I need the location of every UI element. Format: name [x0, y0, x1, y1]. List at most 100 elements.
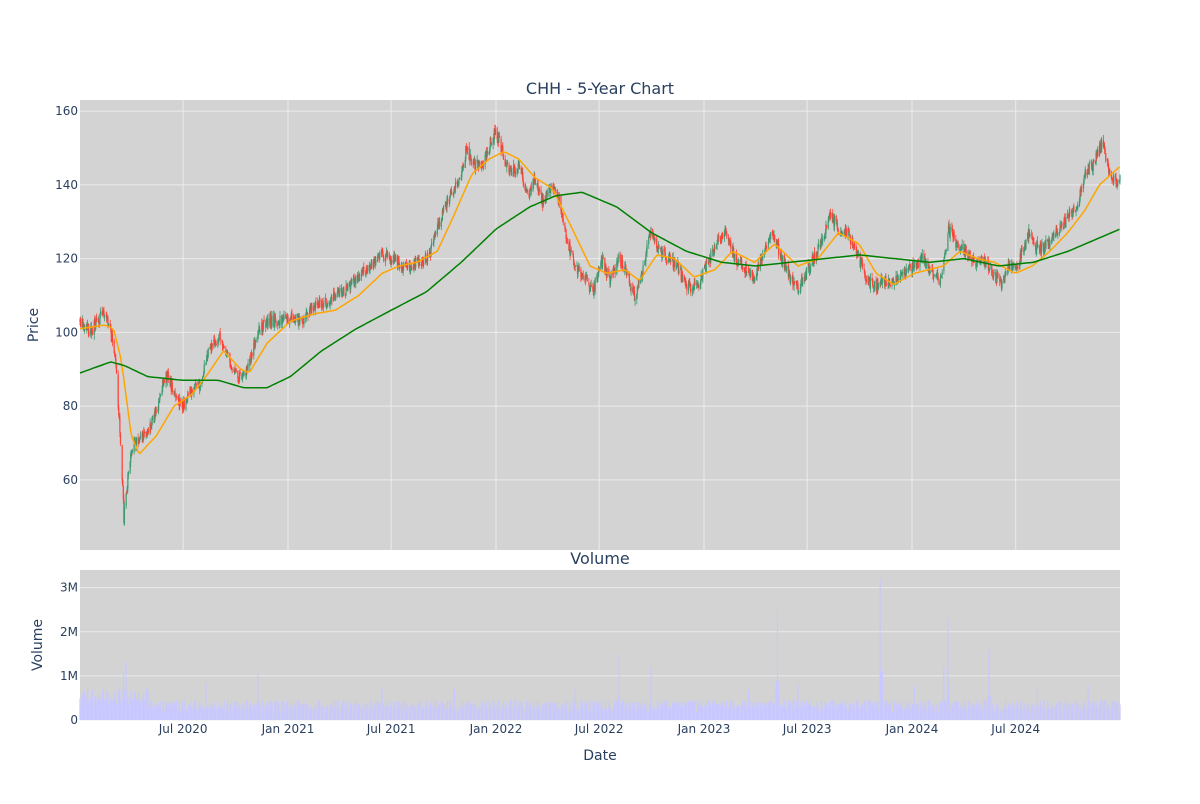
candle-body	[889, 281, 891, 285]
candle-body	[275, 321, 277, 327]
candle-body	[151, 421, 153, 426]
candle-body	[317, 302, 319, 306]
volume-bar	[375, 700, 377, 720]
candle-body	[346, 285, 348, 289]
volume-bar	[790, 702, 792, 720]
candle-body	[369, 266, 371, 271]
candle-body	[151, 415, 153, 421]
price-axis-label: Price	[26, 308, 42, 342]
price-candles	[79, 124, 1121, 526]
volume-bar	[411, 702, 413, 720]
candle-body	[1036, 242, 1038, 250]
candle-body	[259, 329, 261, 331]
volume-bar	[279, 711, 281, 720]
volume-bar	[91, 689, 94, 720]
candle-body	[1025, 239, 1027, 249]
volume-bar	[1056, 702, 1058, 720]
candle-body	[464, 159, 466, 169]
candle-body	[1060, 222, 1062, 225]
volume-bar	[576, 702, 579, 720]
candle-body	[801, 282, 804, 287]
candle-body	[111, 334, 114, 343]
candle-body	[484, 155, 486, 165]
candle-body	[737, 261, 739, 265]
candle-body	[742, 266, 744, 270]
volume-bar	[478, 707, 481, 720]
candle-body	[847, 228, 849, 237]
volume-bar	[1073, 705, 1075, 720]
candle-body	[565, 229, 567, 240]
candle-body	[748, 269, 750, 272]
volume-bar	[175, 700, 177, 720]
volume-bar	[509, 700, 511, 720]
candle-body	[1069, 212, 1071, 214]
candle-body	[809, 265, 812, 272]
candle-body	[434, 232, 436, 238]
candle-body	[727, 237, 730, 242]
candle-body	[1033, 241, 1035, 245]
volume-y-tick-label: 1M	[60, 669, 78, 683]
candle-body	[255, 339, 257, 342]
candle-body	[329, 303, 331, 306]
candle-body	[155, 410, 157, 417]
candle-body	[625, 267, 627, 270]
date-x-tick-label: Jan 2022	[469, 722, 523, 736]
candle-body	[864, 270, 866, 276]
volume-bar	[497, 700, 499, 720]
candle-body	[572, 256, 575, 262]
candle-body	[678, 270, 680, 274]
volume-bar	[1117, 702, 1119, 720]
candle-body	[616, 261, 618, 274]
candle-body	[1104, 149, 1106, 153]
candle-body	[399, 266, 401, 268]
volume-bar	[945, 700, 947, 720]
candle-body	[139, 436, 142, 438]
candle-body	[701, 274, 703, 280]
candle-body	[597, 267, 600, 277]
candle-body	[967, 252, 969, 259]
candle-body	[605, 265, 607, 276]
volume-bar	[993, 711, 995, 720]
candle-body	[441, 210, 444, 221]
candle-body	[980, 258, 982, 264]
candle-body	[750, 270, 752, 277]
volume-bar	[989, 695, 991, 720]
candle-body	[869, 278, 871, 290]
candle-body	[817, 246, 819, 254]
candle-body	[458, 178, 461, 180]
volume-bar	[267, 705, 269, 720]
volume-bar	[929, 704, 931, 720]
volume-bar	[395, 711, 397, 720]
volume-bar	[957, 701, 959, 720]
candle-body	[905, 268, 907, 275]
candle-body	[737, 264, 739, 266]
candle-body	[530, 186, 532, 192]
volume-bar	[853, 709, 856, 720]
volume-bar	[275, 700, 277, 720]
candle-body	[620, 254, 622, 266]
candle-body	[730, 241, 732, 249]
candle-body	[501, 146, 503, 152]
candle-body	[119, 416, 121, 433]
candle-body	[498, 136, 500, 143]
candle-body	[548, 187, 551, 190]
candle-body	[813, 251, 816, 262]
candle-body	[996, 272, 999, 276]
volume-bar	[249, 701, 251, 720]
moving-average-short-line	[79, 151, 1120, 455]
candle-body	[872, 279, 874, 286]
candle-body	[705, 260, 707, 273]
candle-body	[344, 294, 347, 296]
candle-body	[948, 224, 950, 228]
candle-body	[1068, 210, 1070, 218]
candle-body	[323, 300, 325, 304]
volume-bar	[387, 700, 389, 720]
candle-body	[653, 234, 655, 239]
volume-bar	[1039, 700, 1041, 720]
volume-bar	[698, 703, 700, 720]
candle-body	[363, 266, 365, 272]
candle-body	[877, 283, 879, 290]
candle-body	[1113, 174, 1115, 183]
volume-bar	[988, 649, 990, 720]
candle-body	[689, 283, 691, 288]
